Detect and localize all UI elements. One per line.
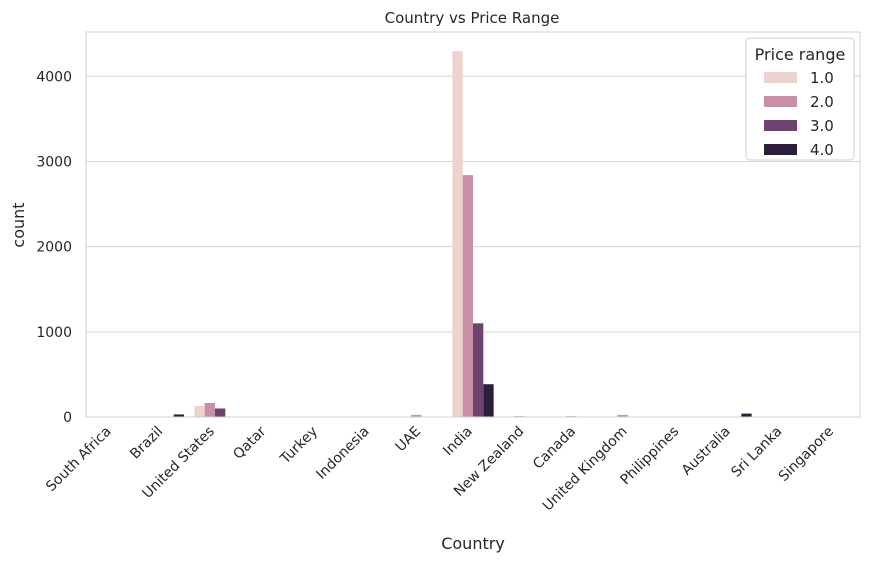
y-tick-label: 1000 xyxy=(36,325,72,341)
x-tick-label: Indonesia xyxy=(313,424,372,483)
x-tick-label: UAE xyxy=(393,424,425,456)
legend-swatch xyxy=(764,120,797,131)
bar xyxy=(462,175,473,417)
chart-title: Country vs Price Range xyxy=(385,9,560,27)
legend-swatch xyxy=(764,96,797,107)
legend: Price range 1.0 2.0 3.0 4.0 xyxy=(745,37,855,161)
legend-swatch xyxy=(764,144,797,155)
bar xyxy=(215,408,226,417)
x-tick-label: Turkey xyxy=(277,424,321,468)
y-tick-label: 4000 xyxy=(36,69,72,85)
x-tick-label: Qatar xyxy=(230,423,269,462)
legend-label: 2.0 xyxy=(810,93,834,111)
y-tick-label: 2000 xyxy=(36,240,72,256)
legend-title: Price range xyxy=(755,45,846,64)
legend-label: 3.0 xyxy=(810,117,834,135)
x-tick-label: Brazil xyxy=(127,424,166,463)
bar xyxy=(473,323,484,417)
x-axis-label: Country xyxy=(441,534,505,553)
plot-frame xyxy=(85,31,861,418)
legend-swatch xyxy=(764,72,797,83)
bar xyxy=(452,51,463,417)
bar xyxy=(741,413,752,417)
bar xyxy=(411,414,422,417)
y-tick-label: 0 xyxy=(63,410,72,426)
bar xyxy=(204,402,215,417)
bar xyxy=(617,414,628,417)
x-tick-label: Australia xyxy=(679,424,734,479)
bar xyxy=(483,384,494,417)
bar xyxy=(194,405,205,417)
legend-label: 1.0 xyxy=(810,69,834,87)
x-tick-label: Singapore xyxy=(776,424,837,485)
x-tick-label: South Africa xyxy=(43,424,114,495)
x-tick-label: India xyxy=(440,424,476,460)
y-tick-label: 3000 xyxy=(36,154,72,170)
y-axis-label: count xyxy=(9,202,28,247)
bars xyxy=(153,51,835,417)
legend-label: 4.0 xyxy=(810,141,834,159)
bar xyxy=(173,414,185,417)
x-tick-label: Canada xyxy=(530,424,579,473)
legend-entries: 1.0 2.0 3.0 4.0 xyxy=(764,69,834,159)
y-tick-labels: 0 1000 2000 3000 4000 xyxy=(36,69,72,426)
